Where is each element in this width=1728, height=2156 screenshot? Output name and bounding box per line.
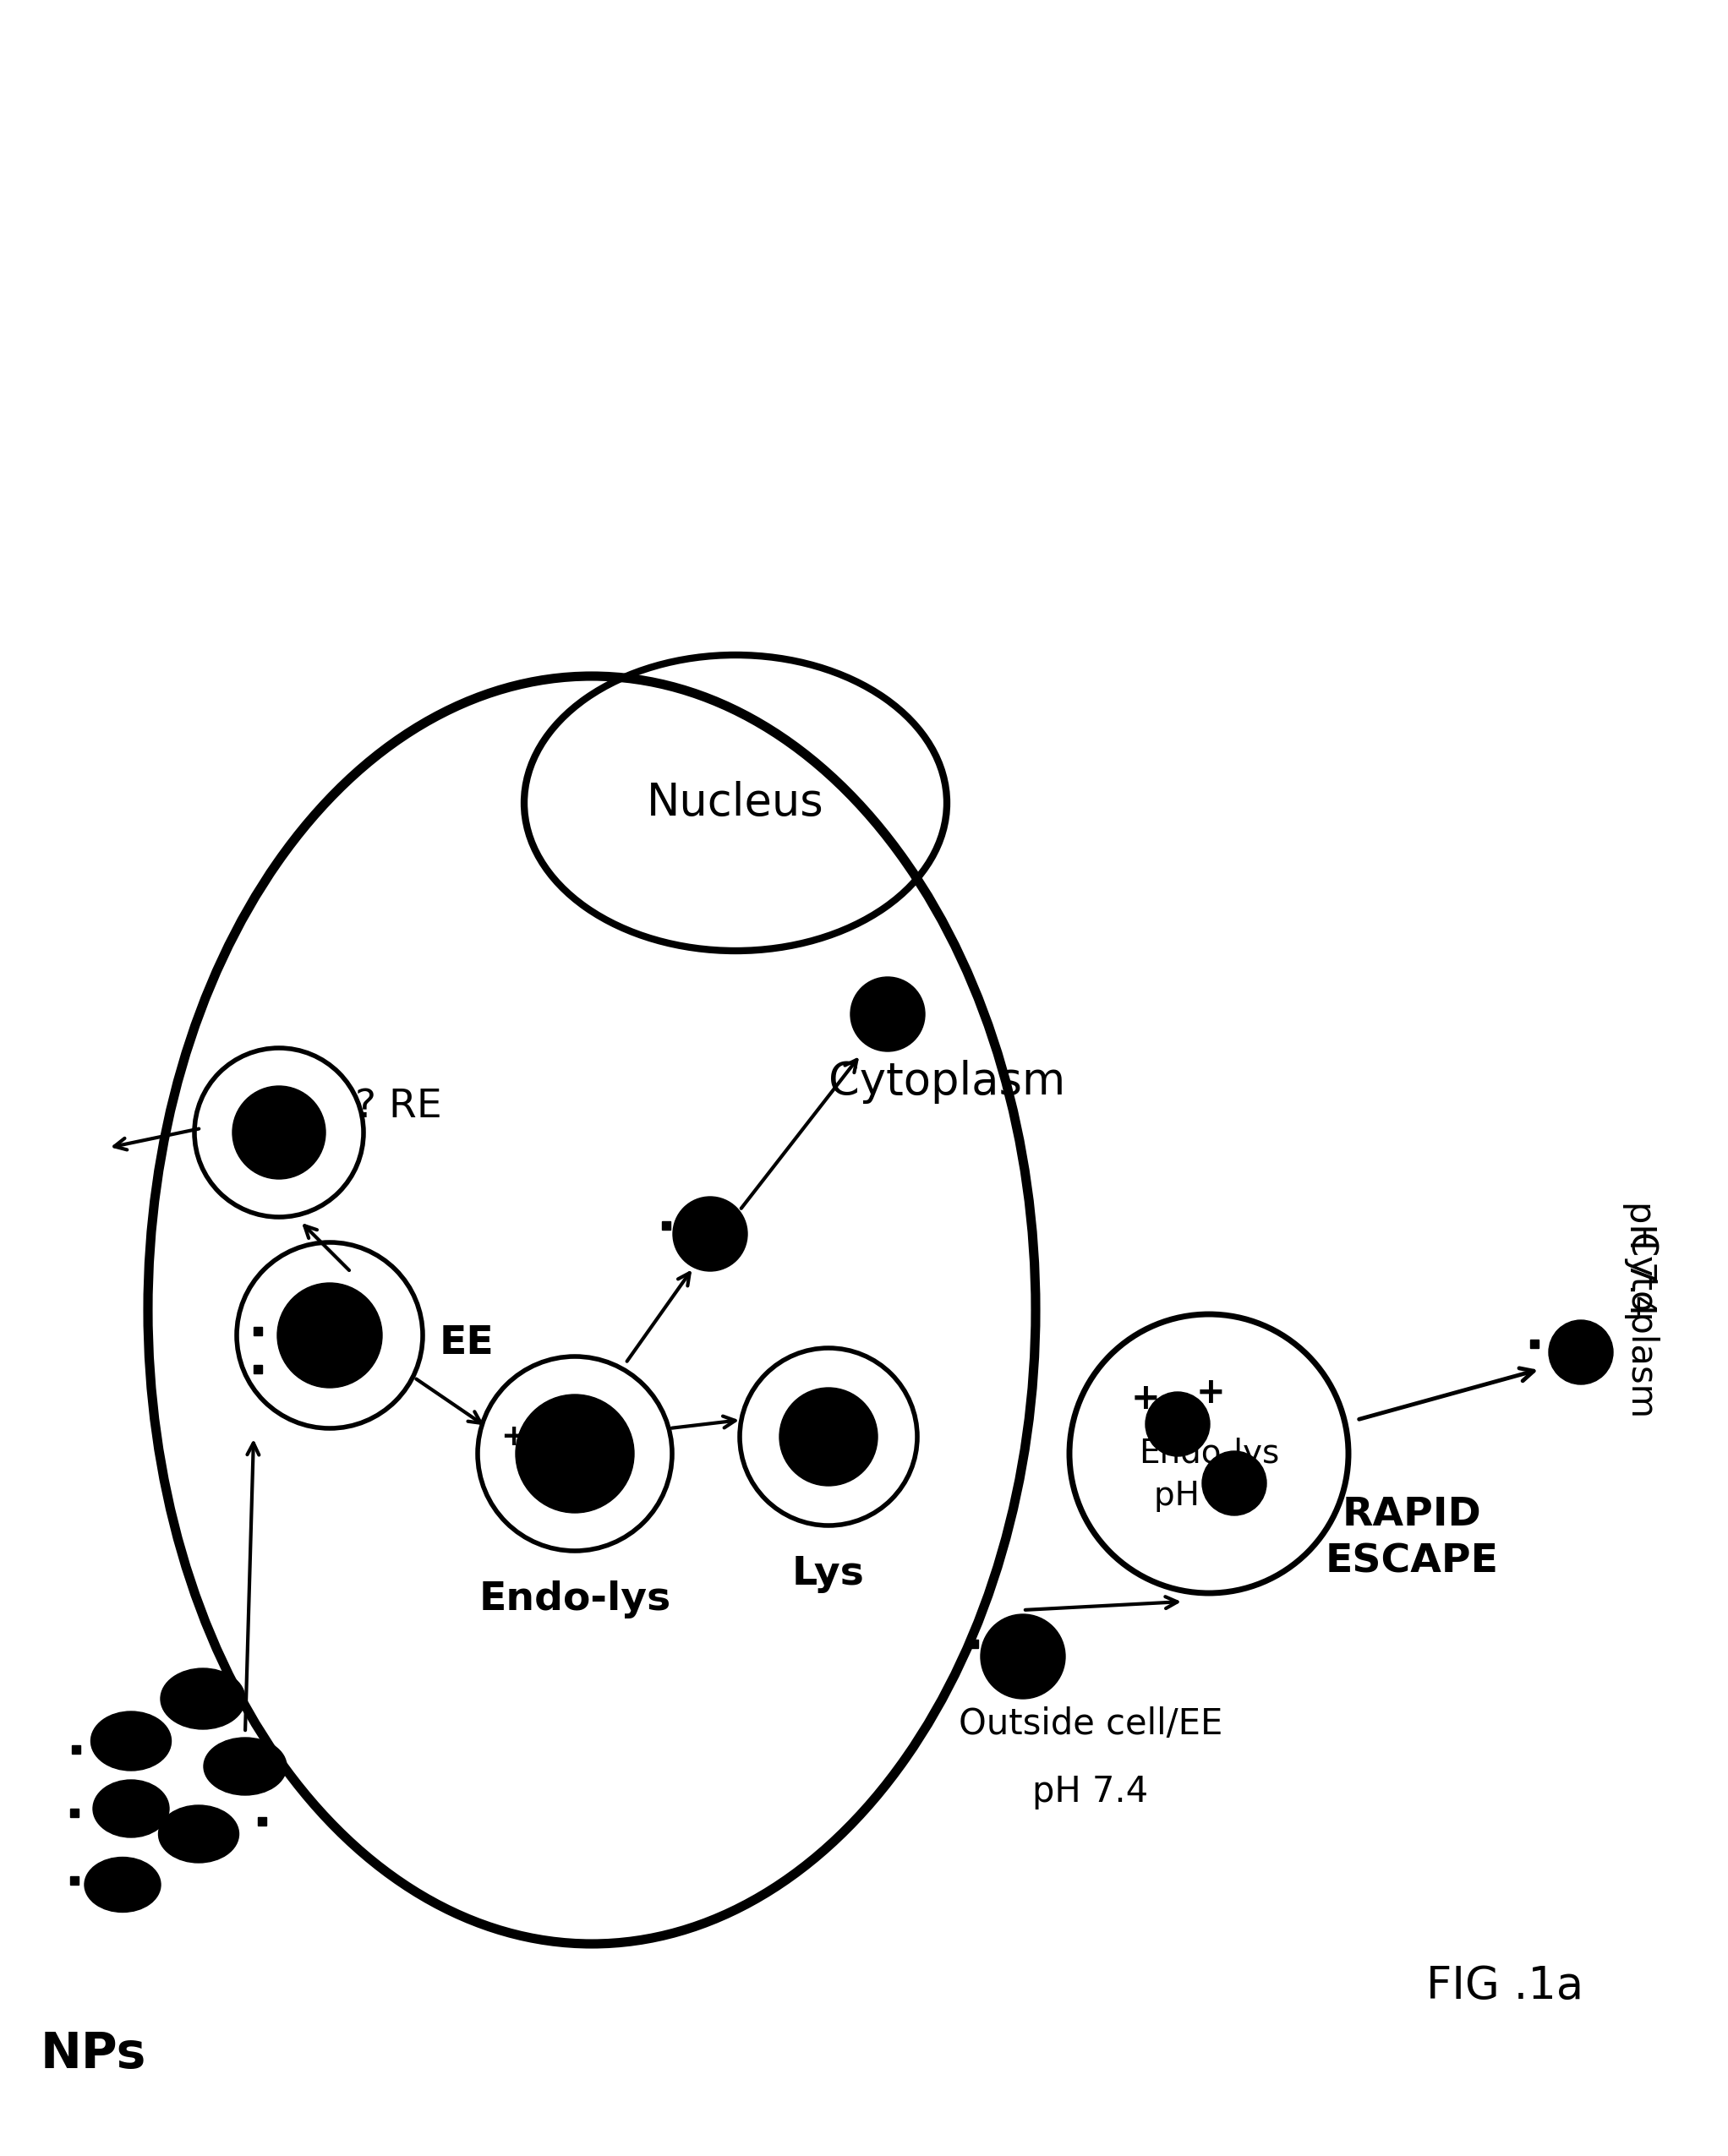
Ellipse shape	[159, 1805, 238, 1863]
Text: +: +	[1130, 1382, 1159, 1416]
Text: Endo-lys: Endo-lys	[1139, 1438, 1279, 1470]
Ellipse shape	[85, 1856, 161, 1912]
Ellipse shape	[161, 1669, 245, 1729]
Text: pH 4-5: pH 4-5	[1154, 1479, 1263, 1511]
Ellipse shape	[92, 1712, 171, 1770]
Text: Cytoplasm: Cytoplasm	[1623, 1233, 1657, 1421]
Circle shape	[740, 1348, 918, 1526]
Text: pH 7.4: pH 7.4	[1623, 1201, 1657, 1317]
Circle shape	[850, 977, 924, 1052]
Circle shape	[779, 1388, 878, 1485]
Text: FIG .1a: FIG .1a	[1426, 1964, 1583, 2007]
Text: +: +	[562, 1423, 588, 1451]
Circle shape	[195, 1048, 363, 1216]
Circle shape	[237, 1242, 423, 1427]
Circle shape	[1146, 1393, 1210, 1455]
Circle shape	[1070, 1315, 1348, 1593]
Text: pH 7.4: pH 7.4	[1033, 1774, 1149, 1809]
Circle shape	[982, 1615, 1064, 1699]
Circle shape	[233, 1087, 325, 1179]
Text: Lys: Lys	[791, 1554, 864, 1593]
Circle shape	[1548, 1319, 1612, 1384]
Circle shape	[1203, 1451, 1267, 1516]
Text: NPs: NPs	[40, 2029, 145, 2078]
Ellipse shape	[204, 1738, 287, 1796]
Circle shape	[477, 1356, 672, 1550]
Text: RAPID
ESCAPE: RAPID ESCAPE	[1325, 1496, 1498, 1580]
Circle shape	[276, 1283, 382, 1388]
Text: Nucleus: Nucleus	[646, 780, 824, 826]
Circle shape	[672, 1197, 746, 1272]
Text: +: +	[501, 1423, 525, 1451]
Text: ? RE: ? RE	[354, 1089, 442, 1125]
Text: Outside cell/EE: Outside cell/EE	[959, 1705, 1223, 1742]
Text: Cytoplasm: Cytoplasm	[828, 1061, 1064, 1104]
Text: +: +	[1196, 1376, 1225, 1410]
Ellipse shape	[93, 1781, 169, 1837]
Circle shape	[515, 1395, 634, 1514]
Text: EE: EE	[439, 1324, 494, 1363]
Text: Endo-lys: Endo-lys	[479, 1580, 670, 1619]
